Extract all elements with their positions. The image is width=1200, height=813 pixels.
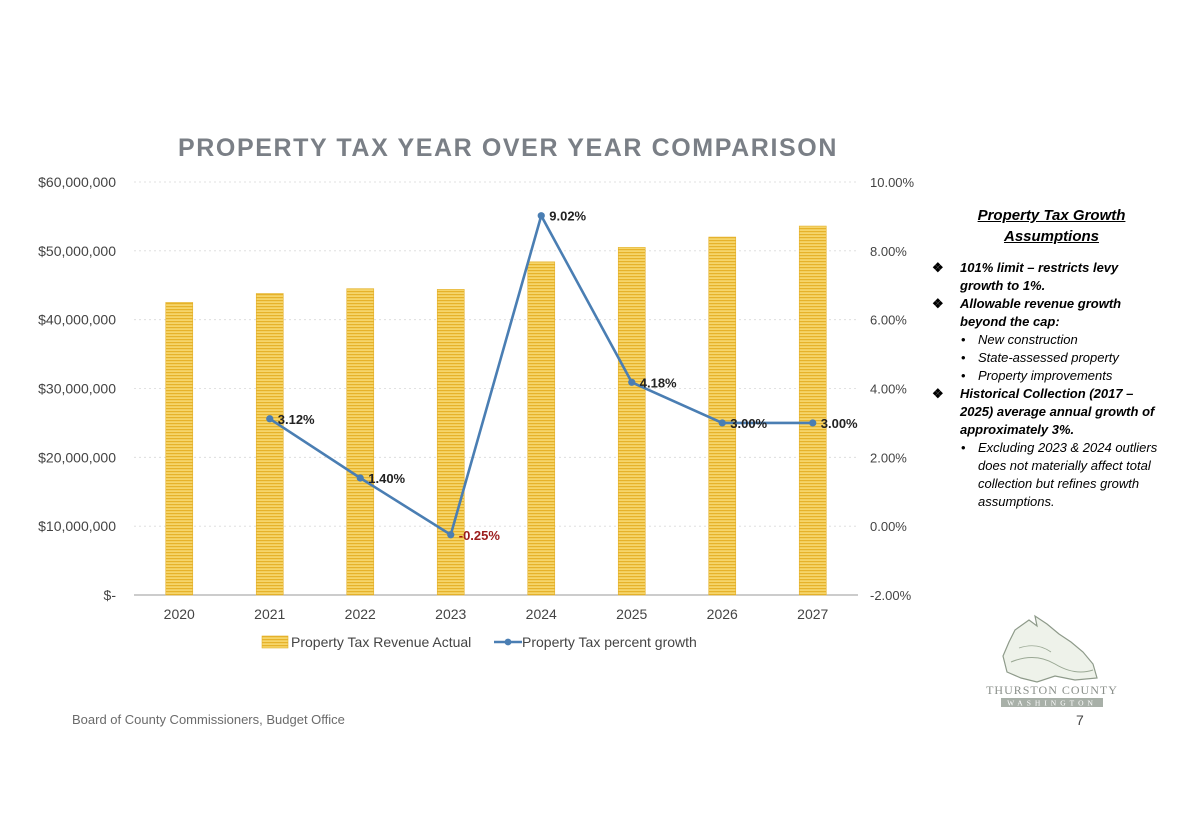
growth-point-2026 <box>718 419 726 427</box>
left-axis-tick-label: $10,000,000 <box>38 518 116 534</box>
assumption-item: ❖ Allowable revenue growth beyond the ca… <box>928 295 1163 331</box>
x-axis-tick-label: 2020 <box>164 606 195 622</box>
logo-county-name: THURSTON COUNTY <box>986 683 1118 697</box>
x-axis-tick-label: 2021 <box>254 606 285 622</box>
assumption-item: ❖ Historical Collection (2017 – 2025) av… <box>928 385 1163 439</box>
growth-point-2027 <box>809 419 817 427</box>
assumption-text: Historical Collection (2017 – 2025) aver… <box>960 386 1155 437</box>
left-axis-tick-label: $50,000,000 <box>38 243 116 259</box>
assumptions-heading: Property Tax Growth Assumptions <box>940 205 1163 247</box>
dot-bullet-icon: • <box>961 332 966 347</box>
logo-state-name: WASHINGTON <box>1007 699 1097 708</box>
diamond-bullet-icon: ❖ <box>932 386 944 401</box>
assumptions-heading-line2: Assumptions <box>1003 228 1099 245</box>
dot-bullet-icon: • <box>961 368 966 383</box>
footer-office-text: Board of County Commissioners, Budget Of… <box>72 712 345 727</box>
bar-2027 <box>798 225 827 596</box>
bar-2022 <box>346 288 375 596</box>
growth-point-2024 <box>537 212 545 220</box>
assumption-subitem: • State-assessed property <box>928 349 1163 367</box>
legend-line-marker <box>504 638 512 646</box>
county-map-logo-icon: THURSTON COUNTY WASHINGTON <box>986 614 1118 708</box>
growth-data-label: -0.25% <box>459 528 501 543</box>
assumption-subitem-text: State-assessed property <box>978 350 1119 365</box>
growth-point-2022 <box>356 474 364 482</box>
x-axis-tick-label: 2027 <box>797 606 828 622</box>
right-axis-tick-label: 4.00% <box>870 382 907 397</box>
page-number: 7 <box>1076 712 1084 728</box>
assumption-text: 101% limit – restricts levy growth to 1%… <box>960 260 1119 293</box>
dot-bullet-icon: • <box>961 440 966 455</box>
growth-data-label: 3.12% <box>278 412 315 427</box>
diamond-bullet-icon: ❖ <box>932 296 944 311</box>
dot-bullet-icon: • <box>961 350 966 365</box>
growth-assumptions-panel: Property Tax Growth Assumptions ❖ 101% l… <box>928 205 1163 511</box>
legend-line-label: Property Tax percent growth <box>522 634 697 650</box>
x-axis-tick-label: 2025 <box>616 606 647 622</box>
assumption-subitem: • New construction <box>928 331 1163 349</box>
right-axis-tick-label: 6.00% <box>870 313 907 328</box>
left-axis-tick-label: $40,000,000 <box>38 312 116 328</box>
growth-data-label: 3.00% <box>821 416 858 431</box>
growth-point-2021 <box>266 415 274 423</box>
left-axis-tick-label: $- <box>104 587 117 603</box>
growth-point-2025 <box>628 378 636 386</box>
diamond-bullet-icon: ❖ <box>932 260 944 275</box>
x-axis-tick-label: 2023 <box>435 606 466 622</box>
x-axis-tick-label: 2024 <box>526 606 557 622</box>
assumption-subitem-text: Excluding 2023 & 2024 outliers does not … <box>978 440 1158 509</box>
legend-bar-label: Property Tax Revenue Actual <box>291 634 471 650</box>
right-axis-tick-label: 2.00% <box>870 450 907 465</box>
bar-2025 <box>617 247 646 596</box>
assumptions-heading-line1: Property Tax Growth <box>977 207 1126 224</box>
growth-data-label: 9.02% <box>549 209 586 224</box>
assumption-subitem-text: New construction <box>978 332 1078 347</box>
growth-data-label: 4.18% <box>640 375 677 390</box>
growth-data-label: 3.00% <box>730 416 767 431</box>
x-axis-tick-label: 2026 <box>707 606 738 622</box>
left-axis-tick-label: $30,000,000 <box>38 381 116 397</box>
bar-2026 <box>708 236 737 596</box>
growth-data-label: 1.40% <box>368 471 405 486</box>
bar-2023 <box>436 289 465 596</box>
bar-2021 <box>255 293 284 596</box>
right-axis-tick-label: 0.00% <box>870 519 907 534</box>
x-axis-tick-label: 2022 <box>345 606 376 622</box>
legend-bar-swatch <box>261 635 289 649</box>
right-axis-tick-label: 10.00% <box>870 175 915 190</box>
assumption-item: ❖ 101% limit – restricts levy growth to … <box>928 259 1163 295</box>
right-axis-tick-label: -2.00% <box>870 588 912 603</box>
growth-point-2023 <box>447 531 455 539</box>
right-axis-tick-label: 8.00% <box>870 244 907 259</box>
assumption-subitem: • Property improvements <box>928 367 1163 385</box>
bar-2020 <box>165 302 194 596</box>
assumption-text: Allowable revenue growth beyond the cap: <box>960 296 1122 329</box>
assumption-subitem: • Excluding 2023 & 2024 outliers does not… <box>928 439 1163 511</box>
bar-2024 <box>527 261 556 596</box>
left-axis-tick-label: $20,000,000 <box>38 449 116 465</box>
chart-title: PROPERTY TAX YEAR OVER YEAR COMPARISON <box>178 134 838 162</box>
left-axis-tick-label: $60,000,000 <box>38 174 116 190</box>
assumption-subitem-text: Property improvements <box>978 368 1113 383</box>
